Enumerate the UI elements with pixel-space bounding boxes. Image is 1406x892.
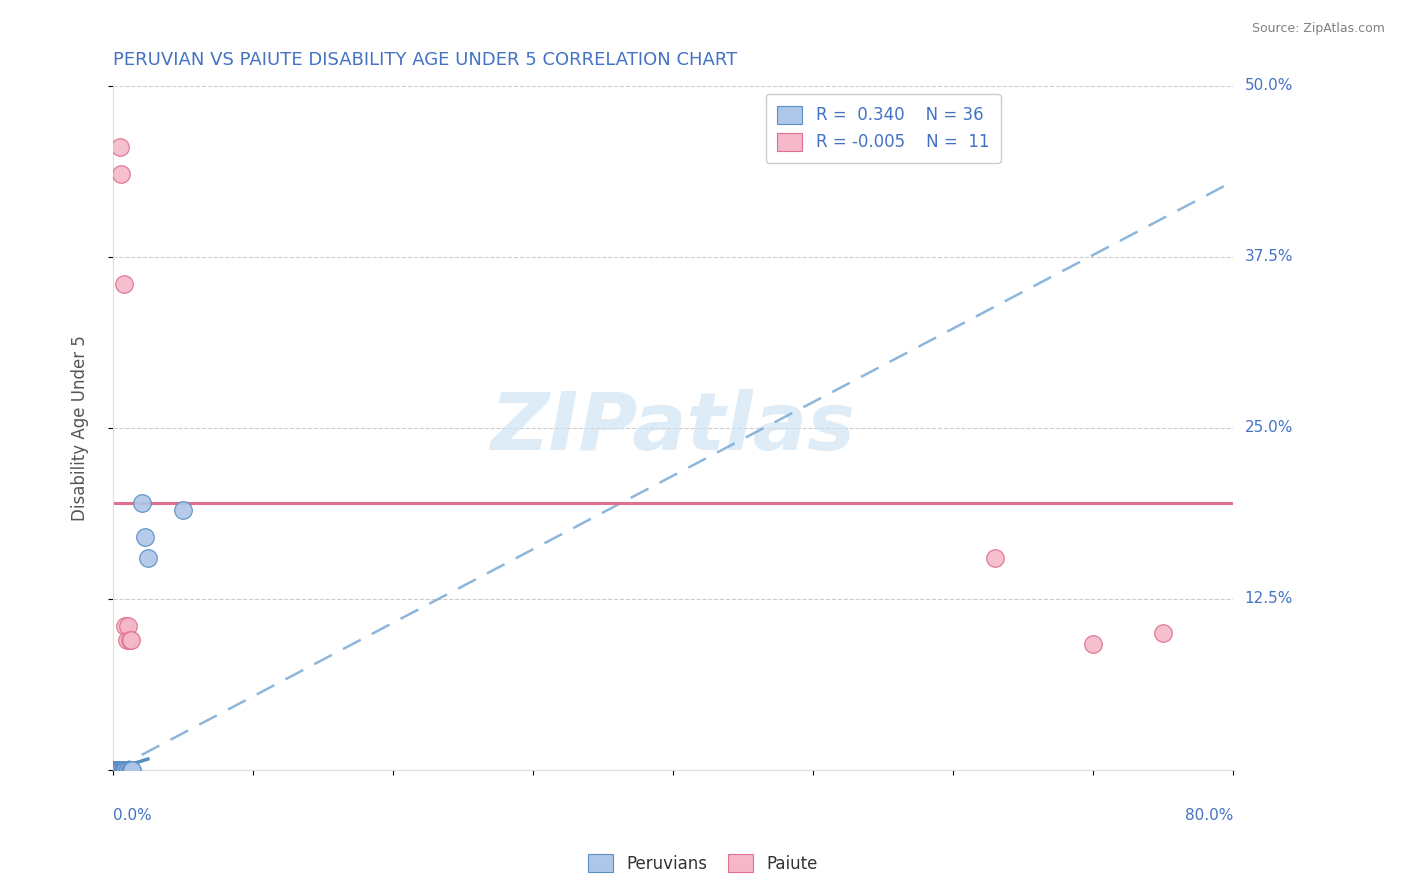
Text: 50.0%: 50.0% (1244, 78, 1292, 93)
Point (105, 763, 128, 777)
Point (110, 168, 132, 182)
Point (105, 763, 128, 777)
Legend: Peruvians, Paiute: Peruvians, Paiute (582, 847, 824, 880)
Point (114, 763, 136, 777)
Text: ZIPatlas: ZIPatlas (491, 389, 855, 467)
Point (121, 763, 143, 777)
Point (110, 763, 132, 777)
Text: 25.0%: 25.0% (1244, 420, 1292, 435)
Point (120, 763, 142, 777)
Point (114, 763, 136, 777)
Point (114, 619, 136, 633)
Point (112, 277, 135, 291)
Point (107, 763, 129, 777)
Point (115, 763, 138, 777)
Point (103, 763, 125, 777)
Text: Source: ZipAtlas.com: Source: ZipAtlas.com (1251, 22, 1385, 36)
Text: PERUVIAN VS PAIUTE DISABILITY AGE UNDER 5 CORRELATION CHART: PERUVIAN VS PAIUTE DISABILITY AGE UNDER … (112, 51, 737, 69)
Point (107, 763, 129, 777)
Point (111, 763, 134, 777)
Point (115, 632, 138, 647)
Text: 0.0%: 0.0% (112, 808, 152, 823)
Point (984, 550, 1007, 565)
Point (136, 550, 159, 565)
Legend: R =  0.340    N = 36, R = -0.005    N =  11: R = 0.340 N = 36, R = -0.005 N = 11 (766, 94, 1001, 163)
Text: 12.5%: 12.5% (1244, 591, 1292, 607)
Point (117, 619, 139, 633)
Point (107, 763, 129, 777)
Point (118, 763, 141, 777)
Text: 37.5%: 37.5% (1244, 249, 1294, 264)
Point (104, 763, 127, 777)
Point (117, 763, 139, 777)
Point (110, 763, 132, 777)
Point (111, 763, 134, 777)
Point (103, 763, 125, 777)
Point (112, 763, 135, 777)
Point (103, 763, 125, 777)
Point (110, 763, 132, 777)
Point (134, 530, 156, 544)
Point (104, 763, 127, 777)
Y-axis label: Disability Age Under 5: Disability Age Under 5 (72, 334, 89, 521)
Point (172, 503, 194, 517)
Point (1152, 626, 1174, 640)
Point (103, 763, 125, 777)
Point (108, 763, 131, 777)
Point (104, 763, 127, 777)
Point (104, 763, 127, 777)
Point (118, 632, 141, 647)
Point (108, 140, 131, 154)
Point (112, 763, 135, 777)
Point (105, 763, 128, 777)
Text: 80.0%: 80.0% (1185, 808, 1233, 823)
Point (131, 496, 153, 510)
Point (108, 763, 131, 777)
Point (1081, 637, 1104, 651)
Point (108, 763, 131, 777)
Point (120, 632, 142, 647)
Point (111, 763, 134, 777)
